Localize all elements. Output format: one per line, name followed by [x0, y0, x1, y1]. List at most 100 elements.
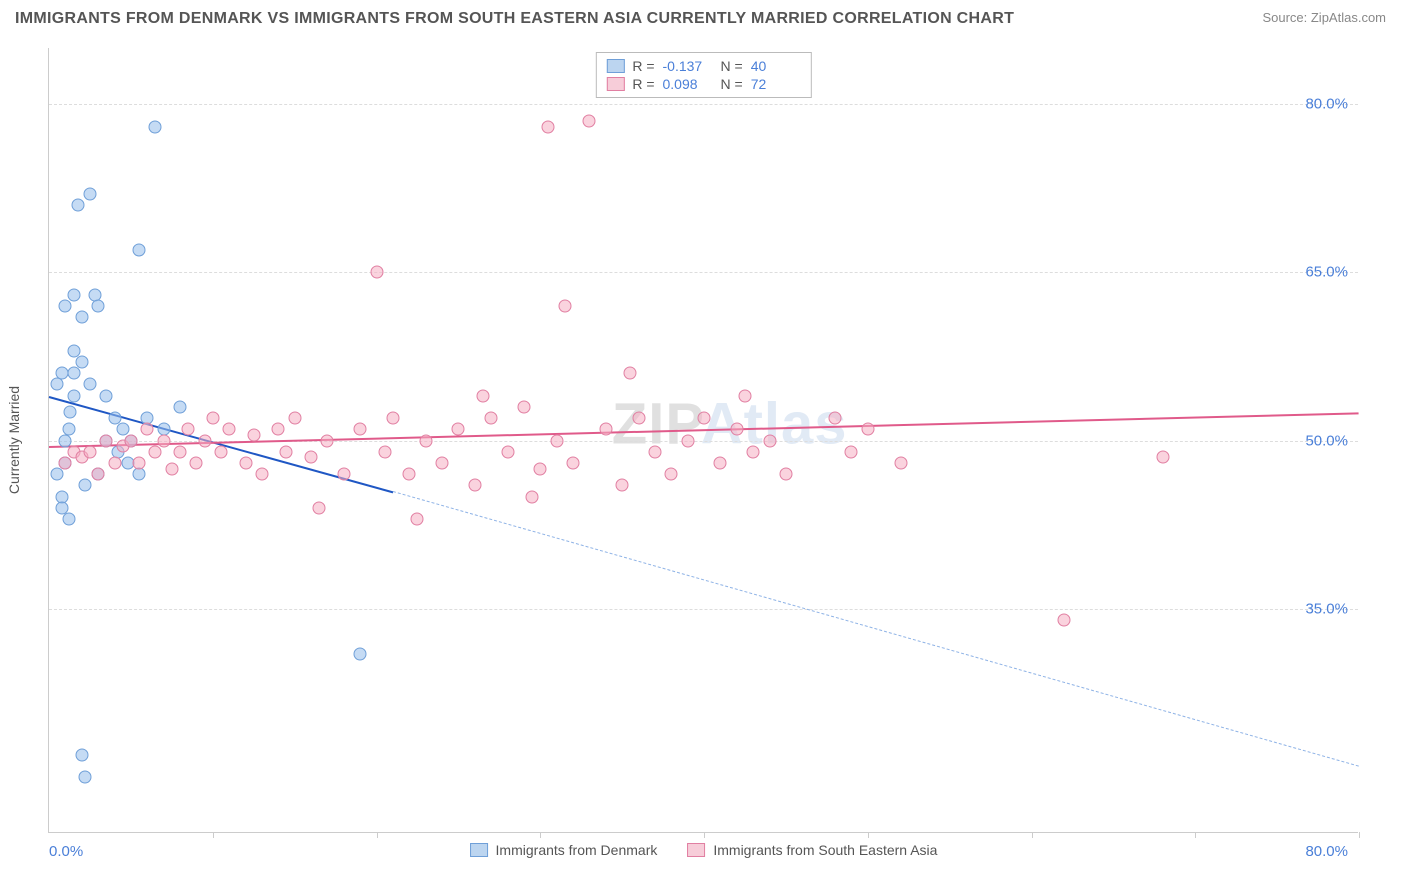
data-point [62, 513, 75, 526]
data-point [386, 412, 399, 425]
legend-swatch [606, 59, 624, 73]
data-point [681, 434, 694, 447]
data-point [133, 456, 146, 469]
legend-n-label: N = [721, 58, 743, 74]
legend-r-label: R = [632, 58, 654, 74]
data-point [763, 434, 776, 447]
data-point [583, 114, 596, 127]
data-point [100, 389, 113, 402]
x-tick [1359, 832, 1360, 838]
data-point [198, 434, 211, 447]
legend-item: Immigrants from Denmark [470, 842, 658, 858]
data-point [354, 647, 367, 660]
x-tick [868, 832, 869, 838]
data-point [108, 456, 121, 469]
data-point [206, 412, 219, 425]
data-point [632, 412, 645, 425]
data-point [698, 412, 711, 425]
series-legend: Immigrants from Denmark Immigrants from S… [470, 842, 938, 858]
data-point [313, 501, 326, 514]
data-point [738, 389, 751, 402]
data-point [100, 434, 113, 447]
data-point [92, 468, 105, 481]
data-point [468, 479, 481, 492]
scatter-chart: Currently Married 0.0% 80.0% ZIPAtlas R … [48, 48, 1358, 833]
data-point [370, 266, 383, 279]
x-tick [540, 832, 541, 838]
data-point [67, 288, 80, 301]
legend-n-value: 40 [751, 58, 801, 74]
data-point [550, 434, 563, 447]
legend-r-value: -0.137 [663, 58, 713, 74]
data-point [133, 243, 146, 256]
data-point [730, 423, 743, 436]
legend-swatch [470, 843, 488, 857]
data-point [72, 199, 85, 212]
y-tick-label: 80.0% [1305, 96, 1348, 113]
stats-legend: R =-0.137N =40R =0.098N =72 [595, 52, 811, 98]
data-point [83, 445, 96, 458]
data-point [255, 468, 268, 481]
data-point [51, 378, 64, 391]
data-point [714, 456, 727, 469]
trend-line-extrapolated [393, 491, 1359, 767]
data-point [223, 423, 236, 436]
data-point [501, 445, 514, 458]
legend-n-label: N = [721, 76, 743, 92]
x-tick [704, 832, 705, 838]
data-point [436, 456, 449, 469]
legend-row: R =0.098N =72 [606, 75, 800, 93]
data-point [214, 445, 227, 458]
gridline [49, 104, 1358, 105]
data-point [419, 434, 432, 447]
chart-title: IMMIGRANTS FROM DENMARK VS IMMIGRANTS FR… [15, 10, 1014, 28]
x-tick [1032, 832, 1033, 838]
data-point [272, 423, 285, 436]
data-point [861, 423, 874, 436]
data-point [1156, 451, 1169, 464]
data-point [354, 423, 367, 436]
gridline [49, 272, 1358, 273]
data-point [79, 770, 92, 783]
data-point [174, 400, 187, 413]
legend-r-label: R = [632, 76, 654, 92]
y-tick-label: 65.0% [1305, 264, 1348, 281]
data-point [59, 299, 72, 312]
legend-series-label: Immigrants from Denmark [496, 842, 658, 858]
data-point [280, 445, 293, 458]
data-point [165, 462, 178, 475]
data-point [305, 451, 318, 464]
data-point [75, 748, 88, 761]
data-point [247, 428, 260, 441]
gridline [49, 609, 1358, 610]
data-point [174, 445, 187, 458]
data-point [779, 468, 792, 481]
source-label: Source: ZipAtlas.com [1262, 10, 1386, 25]
watermark: ZIPAtlas [612, 391, 848, 458]
data-point [829, 412, 842, 425]
data-point [411, 513, 424, 526]
data-point [534, 462, 547, 475]
legend-swatch [687, 843, 705, 857]
data-point [83, 378, 96, 391]
data-point [190, 456, 203, 469]
data-point [56, 367, 69, 380]
data-point [149, 445, 162, 458]
data-point [133, 468, 146, 481]
data-point [83, 187, 96, 200]
x-tick [377, 832, 378, 838]
data-point [526, 490, 539, 503]
data-point [124, 434, 137, 447]
legend-n-value: 72 [751, 76, 801, 92]
data-point [59, 456, 72, 469]
data-point [845, 445, 858, 458]
data-point [665, 468, 678, 481]
data-point [157, 434, 170, 447]
data-point [182, 423, 195, 436]
data-point [403, 468, 416, 481]
data-point [542, 120, 555, 133]
legend-series-label: Immigrants from South Eastern Asia [713, 842, 937, 858]
data-point [894, 456, 907, 469]
data-point [567, 456, 580, 469]
data-point [149, 120, 162, 133]
